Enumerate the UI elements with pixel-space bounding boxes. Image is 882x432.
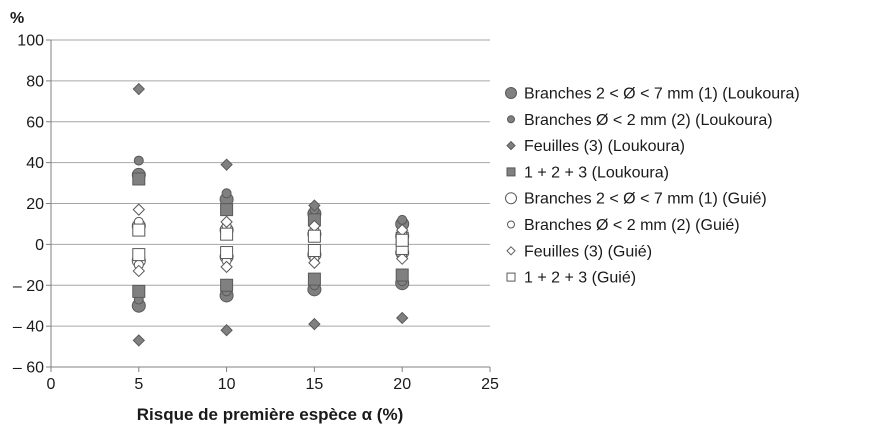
data-point bbox=[220, 246, 234, 260]
data-point bbox=[395, 252, 409, 265]
series-points bbox=[131, 167, 410, 313]
data-point bbox=[132, 82, 146, 96]
legend-label: Branches Ø < 2 mm (2) (Loukoura) bbox=[524, 112, 773, 129]
data-point bbox=[307, 229, 321, 243]
x-tick-labels: 0 5 10 15 20 25 bbox=[47, 376, 499, 393]
legend-marker bbox=[505, 87, 517, 99]
legend-item: 1 + 2 + 3 (Guié) bbox=[506, 270, 636, 287]
legend-label: Branches 2 < Ø < 7 mm (1) (Loukoura) bbox=[524, 86, 800, 103]
data-point bbox=[220, 203, 234, 217]
y-tick-label: 0 bbox=[35, 237, 44, 254]
legend-label: 1 + 2 + 3 (Loukoura) bbox=[524, 164, 669, 181]
legend-marker bbox=[506, 272, 516, 282]
legend-marker bbox=[506, 167, 516, 177]
legend-item: Feuilles (3) (Loukoura) bbox=[506, 138, 685, 155]
grid-lines bbox=[51, 39, 490, 327]
data-point bbox=[132, 223, 146, 237]
series-points bbox=[133, 216, 408, 270]
legend-marker bbox=[507, 220, 515, 229]
y-tick-label: – 20 bbox=[13, 278, 44, 295]
y-tick-label: 60 bbox=[26, 114, 44, 131]
legend-item: Branches 2 < Ø < 7 mm (1) (Loukoura) bbox=[505, 86, 800, 103]
y-tick-label: 20 bbox=[26, 196, 44, 213]
legend-marker bbox=[505, 192, 517, 205]
data-point bbox=[221, 188, 232, 199]
x-tick-label: 20 bbox=[393, 376, 411, 393]
legend-label: Branches 2 < Ø < 7 mm (1) (Guié) bbox=[524, 191, 767, 208]
data-point bbox=[395, 311, 409, 325]
legend-item: Branches 2 < Ø < 7 mm (1) (Guié) bbox=[505, 191, 767, 208]
series-points bbox=[131, 218, 410, 268]
data-point bbox=[220, 260, 233, 274]
legend-marker bbox=[506, 140, 516, 151]
series-points bbox=[133, 155, 408, 305]
y-tick-labels: – 60 – 40 – 20 0 20 40 60 80 100 bbox=[13, 33, 44, 377]
data-point bbox=[308, 317, 321, 331]
data-point bbox=[397, 214, 408, 225]
data-point bbox=[220, 278, 234, 292]
legend-label: Branches Ø < 2 mm (2) (Guié) bbox=[524, 217, 740, 234]
legend-label: Feuilles (3) (Guié) bbox=[524, 243, 652, 260]
data-point bbox=[220, 158, 233, 171]
y-tick-label: 40 bbox=[26, 155, 44, 172]
data-point bbox=[308, 199, 321, 212]
series-points bbox=[132, 203, 409, 278]
legend-item: Feuilles (3) (Guié) bbox=[506, 243, 652, 260]
y-tick-label: 80 bbox=[26, 73, 44, 90]
legend-item: 1 + 2 + 3 (Loukoura) bbox=[506, 164, 669, 181]
data-point bbox=[132, 248, 146, 262]
data-point bbox=[132, 284, 146, 298]
data-point bbox=[132, 172, 146, 186]
data-point bbox=[132, 264, 146, 278]
legend-marker bbox=[507, 115, 515, 124]
data-point bbox=[308, 256, 321, 269]
x-tick-label: 0 bbox=[47, 376, 56, 393]
y-axis-label: % bbox=[10, 10, 24, 27]
series-points bbox=[132, 172, 409, 298]
legend-marker bbox=[506, 246, 516, 256]
legend-label: Feuilles (3) (Loukoura) bbox=[524, 138, 685, 155]
series-points bbox=[132, 223, 409, 262]
legend: Branches 2 < Ø < 7 mm (1) (Loukoura) Bran… bbox=[505, 86, 800, 287]
data-point bbox=[220, 324, 233, 337]
data-point bbox=[395, 268, 409, 282]
data-point bbox=[395, 233, 409, 247]
legend-item: Branches Ø < 2 mm (2) (Loukoura) bbox=[507, 112, 773, 129]
y-tick-label: – 60 bbox=[13, 360, 44, 377]
data-point bbox=[132, 334, 146, 347]
data-point bbox=[307, 244, 321, 258]
legend-label: 1 + 2 + 3 (Guié) bbox=[524, 270, 636, 287]
data-point bbox=[307, 272, 321, 286]
y-tick-label: – 40 bbox=[13, 319, 44, 336]
data-point bbox=[220, 215, 233, 229]
x-tick-label: 5 bbox=[134, 376, 143, 393]
x-axis-label: Risque de première espèce α (%) bbox=[137, 405, 404, 424]
data-point bbox=[220, 227, 234, 241]
x-tick-label: 15 bbox=[306, 376, 324, 393]
data-points bbox=[131, 82, 410, 347]
x-tick-label: 10 bbox=[218, 376, 236, 393]
x-tick-label: 25 bbox=[481, 376, 499, 393]
axes bbox=[46, 39, 491, 372]
data-point bbox=[132, 203, 146, 216]
series-points bbox=[132, 82, 409, 347]
legend-item: Branches Ø < 2 mm (2) (Guié) bbox=[507, 217, 740, 234]
data-point bbox=[133, 155, 144, 166]
y-tick-label: 100 bbox=[17, 33, 44, 50]
